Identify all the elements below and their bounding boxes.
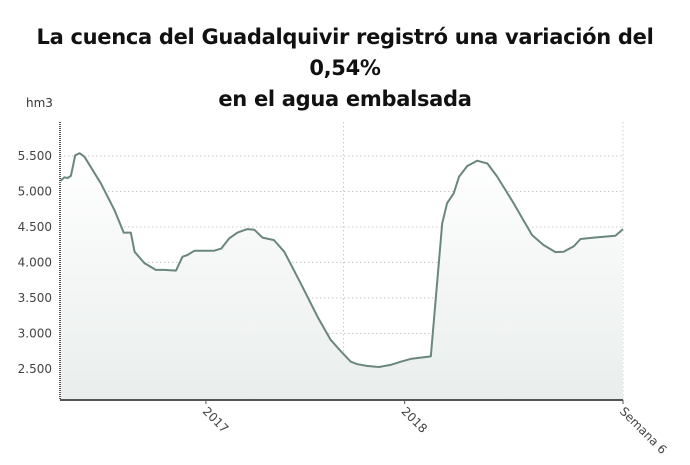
chart-title: La cuenca del Guadalquivir registró una … [0,22,690,115]
x-tick-label: 2017 [200,404,231,435]
chart-title-line-2: en el agua embalsada [218,87,472,111]
y-tick-label: 4.000 [18,255,52,269]
y-tick-label: 4.500 [18,220,52,234]
x-tick-label: 2018 [399,404,430,435]
y-tick-label: 2.500 [18,362,52,376]
y-tick-label: 5.500 [18,149,52,163]
y-tick-label: 3.000 [18,326,52,340]
series-area [60,153,623,400]
x-tick-label: Semana 6 [617,404,670,457]
y-tick-label: 5.000 [18,185,52,199]
y-axis-label: hm3 [26,96,53,110]
series-line [59,152,624,368]
chart-title-line-1: La cuenca del Guadalquivir registró una … [36,25,654,80]
y-tick-label: 3.500 [18,291,52,305]
